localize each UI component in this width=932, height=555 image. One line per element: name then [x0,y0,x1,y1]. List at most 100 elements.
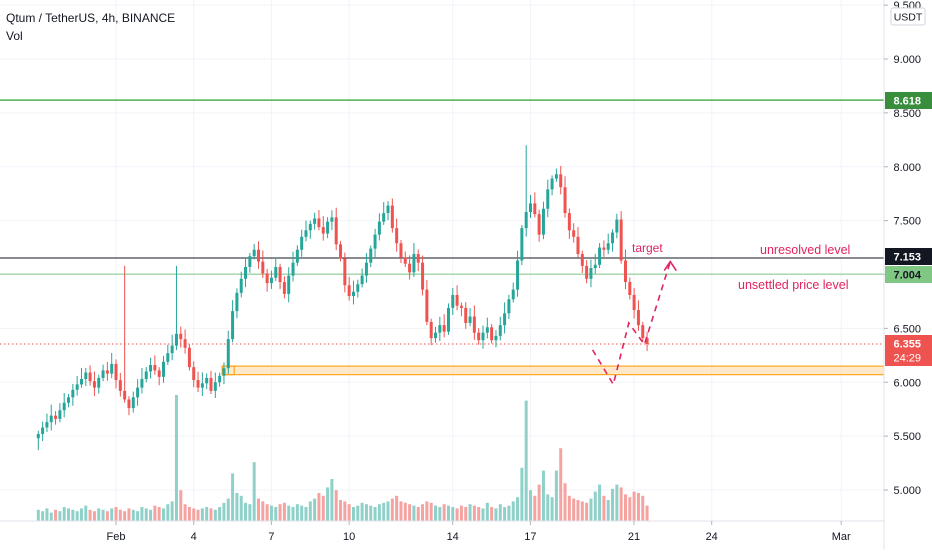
volume-bar [313,498,317,521]
volume-bar [636,493,640,521]
volume-bar [459,505,463,521]
candle-body [205,377,209,384]
target-annotation: target [632,241,663,255]
volume-bar [425,501,429,521]
volume-bar [360,502,364,521]
volume-bar [174,395,178,521]
candle-body [520,228,524,261]
volume-bar [300,505,304,521]
candle-body [442,325,446,332]
candle-body [636,310,640,326]
price-tick-label: 5.500 [893,431,921,443]
volume-bar [464,507,468,521]
volume-bar [235,493,239,521]
candle-body [308,223,312,231]
time-tick-label: 7 [268,531,274,543]
volume-bar [218,507,222,521]
candle-body [382,213,386,222]
volume-bar [205,507,209,521]
candle-body [174,333,178,346]
volume-bar [468,504,472,521]
candle-body [546,189,550,209]
price-tick-label: 6.500 [893,323,921,335]
candle-body [641,325,645,339]
volume-bar [593,491,597,521]
plot-area[interactable] [0,0,884,521]
candle-body [166,353,170,362]
candle-body [192,367,196,381]
candle-body [222,368,226,376]
candle-body [274,266,278,278]
volume-bar [645,505,649,521]
volume-bar [248,504,252,521]
volume-bar [343,501,347,521]
volume-bar [438,507,442,521]
volume-bar [274,507,278,521]
candle-body [218,375,222,383]
candle-body [606,243,610,250]
candle-body [140,379,144,388]
support-zone-rect [221,365,885,376]
volume-bar [54,509,58,521]
candle-body [516,260,520,290]
volume-bar [62,507,66,521]
candle-body [528,203,532,213]
volume-bar [567,495,571,521]
volume-bar [244,502,248,521]
volume-bar [261,501,265,521]
candle-body [559,174,563,188]
candle-body [628,282,632,295]
volume-bar [386,501,390,521]
symbol-title[interactable]: Qtum / TetherUS, 4h, BINANCE [6,11,176,25]
candle-body [619,219,623,261]
volume-bar [222,502,226,521]
candle-body [118,380,122,391]
candle-body [390,205,394,229]
candle-body [239,278,243,293]
volume-bar [97,508,101,521]
candle-body [472,316,476,333]
candle-body [554,174,558,179]
candle-body [49,415,53,423]
volume-bar [390,498,394,521]
volume-bar [295,504,299,521]
candle-body [92,381,96,388]
volume-bar [282,502,286,521]
candle-body [84,372,88,380]
volume-bar [585,502,589,521]
volume-bar [127,508,131,521]
volume-bar [45,508,49,521]
volume-bar [278,504,282,521]
volume-bar [490,507,494,521]
volume-bar [472,505,476,521]
candle-body [265,273,269,284]
time-axis[interactable]: Feb 4 7 10 14 17 21 24 Mar [107,521,851,543]
price-label-lower-green-bg [885,266,932,283]
candle-body [343,258,347,286]
price-tick-label: 8.500 [893,108,921,120]
candle-body [533,203,537,215]
candle-body [602,247,606,250]
candle-body [351,291,355,297]
candle-body [386,205,390,214]
currency-badge[interactable] [890,7,926,26]
price-tick-label: 7.500 [893,216,921,228]
candle-body [434,332,438,339]
volume-indicator-label[interactable]: Vol [6,29,23,43]
candle-body [252,249,256,257]
candle-body [511,289,515,300]
volume-bar [598,484,602,521]
candle-body [79,379,83,385]
volume-bar [269,505,273,521]
unsettled-level-annotation: unsettled price level [738,278,848,292]
volume-bar [166,504,170,521]
candle-body [300,236,304,250]
volume-bar [67,508,71,521]
candle-body [356,284,360,292]
volume-bar [36,509,40,521]
candle-body [291,262,295,276]
volume-bar [369,505,373,521]
candle-body [481,332,485,341]
